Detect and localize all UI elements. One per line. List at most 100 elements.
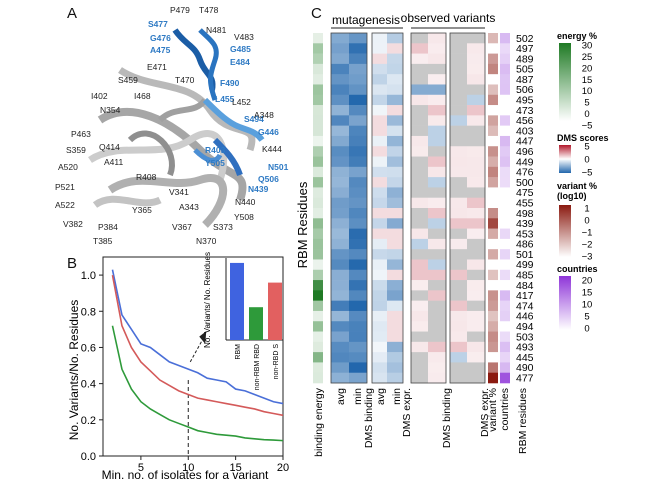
heat-cell: [387, 33, 403, 44]
heat-cell: [488, 115, 498, 126]
column-label: countries: [499, 388, 511, 431]
residue-label: T385: [93, 236, 113, 246]
heat-cell: [313, 63, 323, 75]
heat-cell: [488, 63, 498, 75]
heat-cell: [331, 33, 349, 44]
heat-cell: [467, 269, 485, 281]
heat-cell: [488, 228, 498, 240]
heat-cell: [331, 280, 349, 291]
heat-cell: [500, 238, 510, 250]
y-tick-label: 0.8: [81, 306, 96, 318]
residue-label: L452: [232, 97, 251, 107]
residue-label: G476: [150, 33, 171, 43]
heat-cell: [488, 280, 498, 291]
heat-cell: [372, 259, 387, 271]
residue-label: V367: [172, 222, 192, 232]
heat-cell: [331, 341, 349, 353]
heat-cell: [331, 43, 349, 54]
legend-title: countries: [557, 264, 598, 274]
heat-cell: [500, 74, 510, 85]
heat-cell: [411, 331, 428, 343]
energy-colorbar: [559, 43, 571, 121]
heat-cell: [372, 218, 387, 229]
heat-cell: [500, 156, 510, 168]
heat-cell: [450, 238, 467, 250]
heat-cell: [411, 156, 428, 168]
block-frame: [449, 32, 486, 384]
heat-cell: [313, 218, 323, 229]
heat-cell: [331, 74, 349, 85]
heat-cell: [428, 146, 446, 157]
heat-cell: [372, 269, 387, 281]
heat-cell: [428, 177, 446, 188]
heat-cell: [372, 166, 387, 178]
heat-cell: [500, 105, 510, 116]
residue-label: Y508: [234, 212, 254, 222]
heat-cell: [387, 300, 403, 312]
residue-label: A475: [150, 45, 171, 55]
inset-bar: [249, 307, 263, 340]
heat-cell: [411, 74, 428, 85]
block-frame: [330, 32, 368, 384]
heat-cell: [349, 238, 367, 250]
heat-cell: [450, 331, 467, 343]
heat-cell: [372, 362, 387, 374]
heat-cell: [500, 208, 510, 219]
heat-cell: [331, 84, 349, 96]
column-sublabel: avg: [375, 388, 387, 405]
heat-cell: [488, 218, 498, 229]
residue-label: S494: [244, 114, 264, 124]
heat-cell: [387, 341, 403, 353]
heat-cell: [500, 218, 510, 229]
heat-cell: [500, 228, 510, 240]
annotation-arrowhead: [199, 331, 207, 344]
residue-label: Q414: [99, 142, 120, 152]
heat-cell: [372, 125, 387, 137]
heat-cell: [467, 352, 485, 363]
heat-cell: [349, 290, 367, 301]
heat-cell: [411, 362, 428, 374]
heat-cell: [387, 43, 403, 54]
column-label: RBM residues: [517, 388, 529, 454]
heat-cell: [349, 63, 367, 75]
residue-label: P384: [98, 222, 118, 232]
heat-cell: [313, 249, 323, 260]
heat-cell: [411, 135, 428, 147]
column-sublabel: avg: [335, 388, 347, 405]
heat-cell: [411, 218, 428, 229]
residue-number: 493: [516, 342, 534, 354]
heat-cell: [467, 146, 485, 157]
heat-cell: [331, 300, 349, 312]
heat-cell: [331, 259, 349, 271]
heat-cell: [331, 125, 349, 137]
heat-cell: [450, 146, 467, 157]
heat-cell: [488, 197, 498, 209]
residue-label: V382: [63, 219, 83, 229]
heat-cell: [387, 63, 403, 75]
heat-cell: [428, 53, 446, 65]
heat-cell: [387, 146, 403, 157]
residue-label: E471: [147, 62, 167, 72]
heat-cell: [428, 135, 446, 147]
column-sublabel: min: [391, 388, 403, 405]
heat-cell: [500, 280, 510, 291]
heat-cell: [450, 74, 467, 85]
countries-legend-tick: 20: [582, 276, 593, 287]
heat-cell: [428, 372, 446, 384]
heat-cell: [428, 115, 446, 126]
heat-cell: [331, 156, 349, 168]
heat-cell: [349, 33, 367, 44]
residue-label: N439: [248, 184, 269, 194]
energy-legend-tick: −5: [582, 121, 593, 132]
heat-cell: [500, 33, 510, 44]
heat-cell: [372, 94, 387, 106]
energy-legend-tick: 15: [582, 75, 593, 86]
residue-label: Q506: [258, 174, 279, 184]
residue-number: 498: [516, 208, 534, 220]
y-tick-label: 1.0: [81, 270, 96, 282]
residue-label: R408: [136, 172, 157, 182]
heat-cell: [488, 372, 498, 384]
heat-cell: [467, 321, 485, 332]
heat-cell: [331, 146, 349, 157]
